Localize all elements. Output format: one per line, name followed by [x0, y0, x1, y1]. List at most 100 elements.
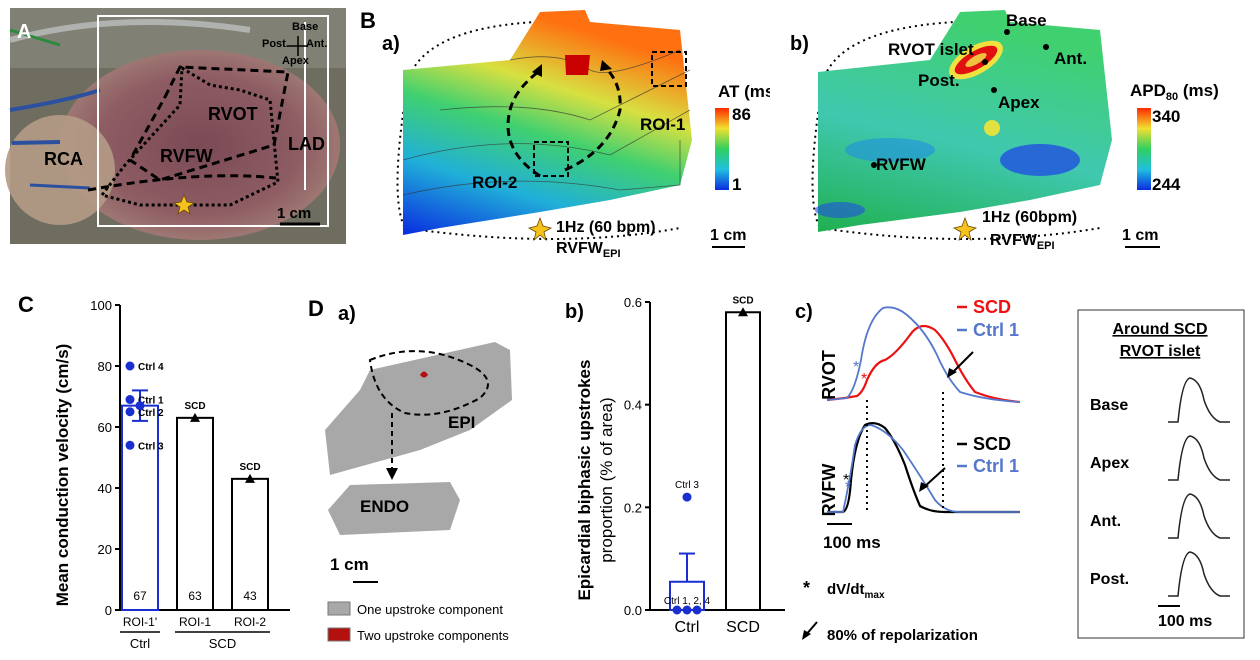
cv-category-label: ROI-1' — [123, 615, 157, 629]
apd-colorbar-min: 244 — [1152, 175, 1181, 194]
cv-category-label: ROI-2 — [234, 615, 266, 629]
trace-group-rvfw: RVFW — [819, 464, 839, 517]
cv-bar — [231, 477, 269, 611]
trace-rvfw-scd — [827, 421, 1020, 514]
db-point-label: Ctrl 3 — [675, 480, 699, 491]
legend-one-swatch — [327, 601, 351, 616]
label-rvfw: RVFW — [160, 146, 213, 166]
star-rvot-ctrl: * — [853, 359, 859, 376]
at-map-surface — [403, 10, 692, 235]
panel-label-ba: a) — [382, 33, 400, 55]
cv-point-label: Ctrl 1 — [138, 396, 164, 407]
inset-title-1: Around SCD — [1112, 321, 1207, 338]
panel-da-scale-text: 1 cm — [330, 555, 369, 574]
cv-group-label-scd: SCD — [209, 636, 236, 651]
pacing-star-icon-bb — [952, 216, 978, 242]
label-rca: RCA — [44, 149, 83, 169]
roi-1-label: ROI-1 — [640, 115, 685, 134]
db-ytick-label: 0.6 — [624, 295, 642, 310]
pacing-star-icon-ba — [527, 216, 553, 242]
legend-two-swatch — [327, 627, 351, 642]
db-point — [682, 492, 692, 502]
panel-ba-at-map: B a) ROI-1 ROI-2 AT (ms) 86 1 1Hz (60 bp… — [360, 8, 770, 260]
inset-frame — [1077, 309, 1245, 639]
legend-star-symbol: * — [803, 578, 810, 598]
cv-bar-value: 67 — [133, 589, 147, 603]
orient-post: Post. — [262, 38, 289, 50]
label-rvot: RVOT — [208, 104, 258, 124]
cv-point — [125, 361, 135, 371]
db-category-label: Ctrl — [675, 619, 700, 636]
cv-category-label: ROI-1 — [179, 615, 211, 629]
db-ytick-label: 0.0 — [624, 603, 642, 618]
cv-bar — [176, 416, 214, 611]
endo-label: ENDO — [360, 497, 409, 516]
biphasic-ylabel-1: Epicardial biphasic upstrokes — [575, 360, 594, 601]
panel-a-scale-text: 1 cm — [277, 205, 311, 222]
db-ytick-label: 0.4 — [624, 398, 642, 413]
panel-label-a: A — [17, 21, 31, 43]
at-pace-text: 1Hz (60 bpm) — [556, 219, 656, 236]
apd-label-apex: Apex — [998, 93, 1040, 112]
panel-db-biphasic-chart: b) Epicardial biphasic upstrokes proport… — [565, 295, 785, 636]
star-rvot-scd: * — [861, 371, 867, 388]
cv-bar-value: 63 — [188, 589, 202, 603]
trace-rvfw-ctrl — [827, 424, 1020, 513]
panel-c-cv-chart: C Mean conduction velocity (cm/s) 0 20 40 6… — [18, 292, 290, 651]
pacing-star-icon — [172, 193, 196, 215]
cv-point-label: Ctrl 4 — [138, 362, 164, 373]
at-site-text: RVFWEPI — [556, 240, 621, 260]
panel-label-c: C — [18, 292, 34, 317]
apd-site-text: RVFWEPI — [990, 232, 1055, 252]
panel-label-bb: b) — [790, 33, 809, 55]
apd-scale-text: 1 cm — [1122, 227, 1158, 244]
star-rvfw-ctrl: * — [845, 479, 851, 496]
cv-point — [125, 407, 135, 417]
cv-scd-marker — [245, 473, 255, 483]
at-scale-text: 1 cm — [710, 227, 746, 244]
cv-point — [125, 395, 135, 405]
apd-label-post: Post. — [918, 71, 960, 90]
at-colorbar-max: 86 — [732, 105, 751, 124]
cv-point-label: Ctrl 2 — [138, 408, 164, 419]
apd-pace-text: 1Hz (60bpm) — [982, 209, 1077, 226]
roi-1-box — [651, 51, 687, 87]
orient-apex: Apex — [282, 55, 310, 67]
epi-map — [325, 342, 512, 475]
apd-label-ant: Ant. — [1054, 49, 1087, 68]
legend-rvot-scd: SCD — [973, 297, 1011, 317]
cv-ytick-label: 0 — [105, 603, 112, 618]
panel-label-da: a) — [338, 303, 356, 325]
panel-da-map: D a) EPI ENDO 1 cm One upstroke componen… — [308, 296, 512, 643]
inset-trace-apex — [1168, 435, 1230, 481]
legend-rvfw-scd: SCD — [973, 434, 1011, 454]
panel-label-d: D — [308, 296, 324, 321]
legend-two-label: Two upstroke components — [357, 628, 509, 643]
apd-label-rvfw: RVFW — [876, 155, 927, 174]
db-point-label: Ctrl 1, 2, 4 — [664, 596, 711, 607]
panel-bb-apd-map: b) Base Ant. RVOT islet Post. Apex RVFW … — [790, 10, 1219, 252]
cv-point — [125, 440, 135, 450]
cv-mean-point — [135, 401, 145, 411]
legend-rvfw-ctrl: Ctrl 1 — [973, 456, 1019, 476]
selected-area-box — [97, 15, 329, 227]
apd-map-surface — [818, 10, 1112, 232]
panel-label-db: b) — [565, 301, 584, 323]
cv-bar — [121, 404, 159, 612]
panel-label-dc: c) — [795, 301, 813, 323]
inset-trace-base — [1168, 377, 1230, 423]
biphasic-ylabel-2: proportion (% of area) — [597, 397, 616, 562]
roi-2-label: ROI-2 — [472, 173, 517, 192]
inset-title-2: RVOT islet — [1120, 343, 1201, 360]
legend-star-text: dV/dtmax — [827, 581, 885, 601]
db-point — [682, 605, 692, 615]
label-lad: LAD — [288, 134, 325, 154]
db-point — [692, 605, 702, 615]
legend-rvot-ctrl: Ctrl 1 — [973, 320, 1019, 340]
roi-2-box — [533, 141, 569, 177]
db-category-label: SCD — [726, 619, 760, 636]
epi-label: EPI — [448, 413, 475, 432]
cv-scd-label: SCD — [184, 401, 205, 412]
db-bar — [725, 311, 761, 612]
inset-scale-text: 100 ms — [1158, 613, 1212, 630]
